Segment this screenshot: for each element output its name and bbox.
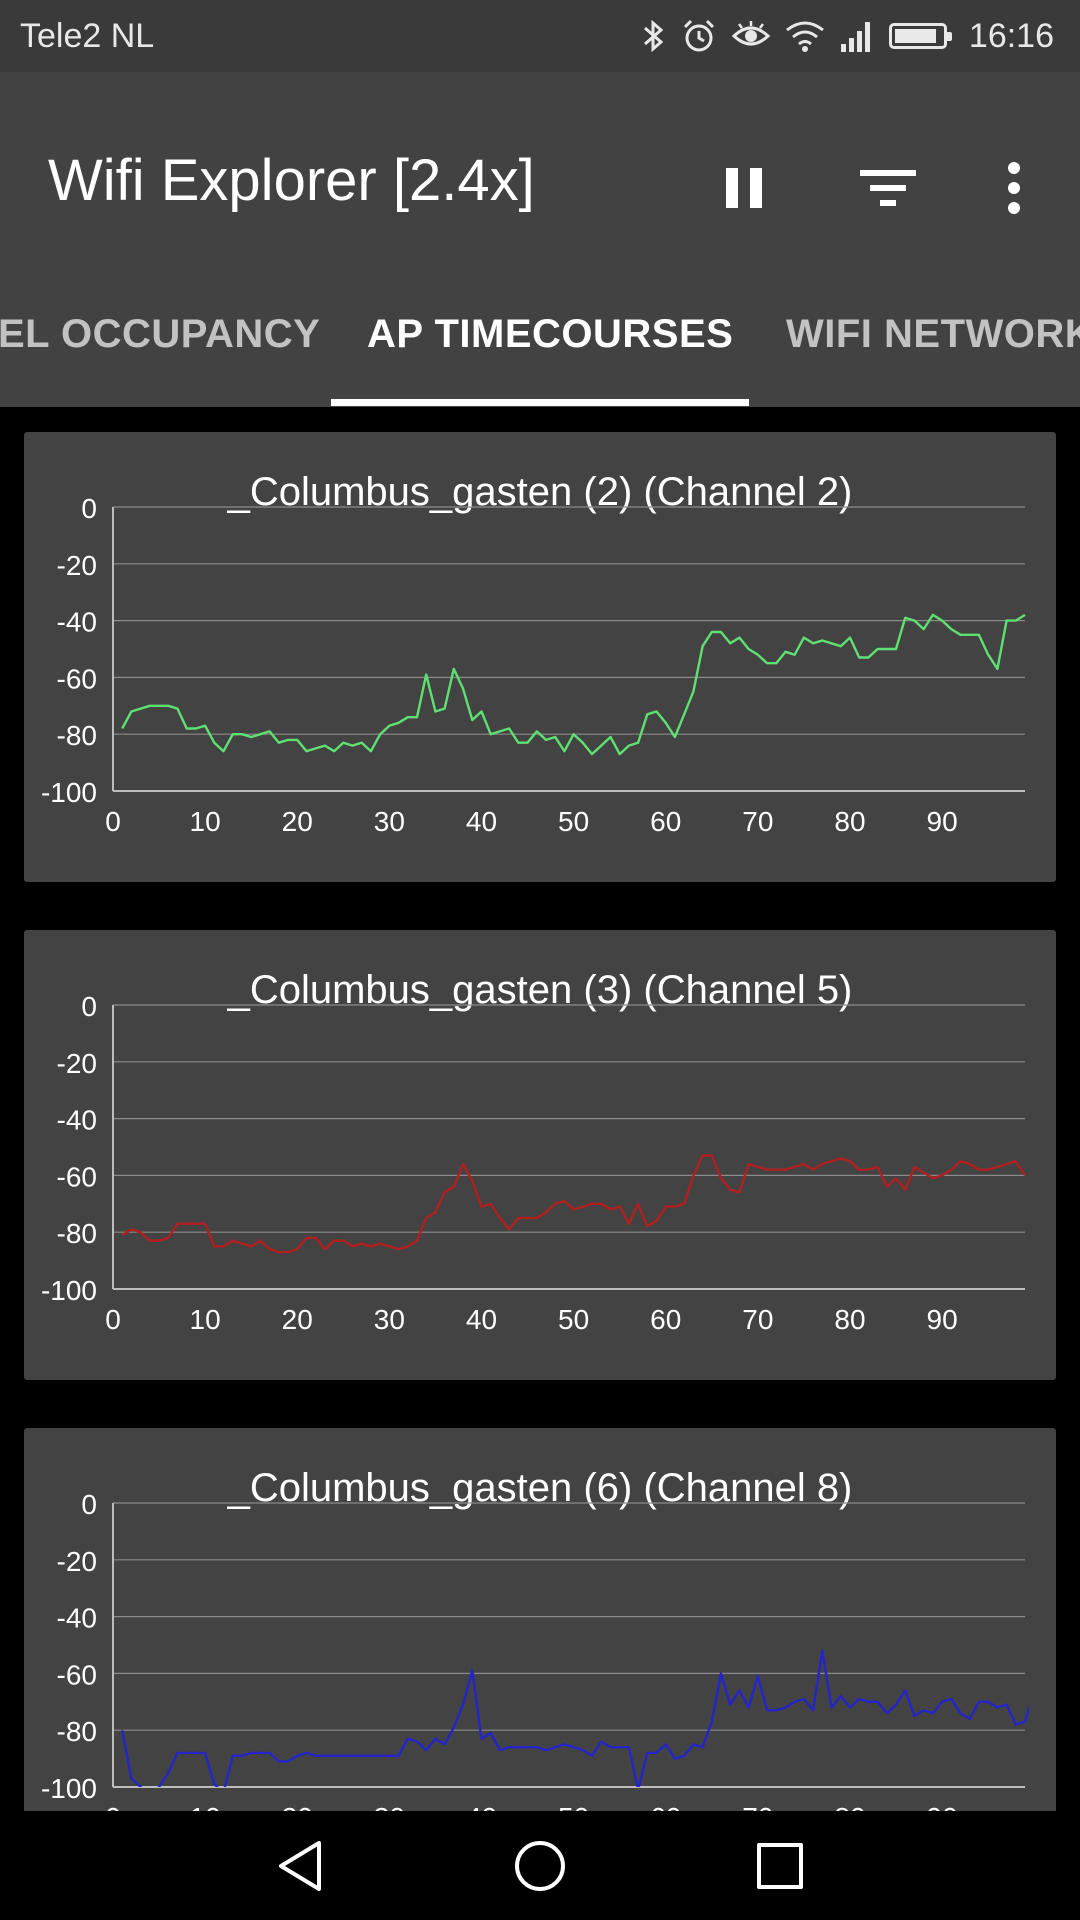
x-tick-label: 10 — [190, 806, 221, 837]
y-tick-label: -20 — [57, 1546, 97, 1577]
active-tab-indicator — [331, 399, 749, 406]
y-tick-label: -60 — [57, 1659, 97, 1690]
recents-icon — [757, 1843, 803, 1889]
back-icon — [279, 1841, 321, 1891]
chart-card: _Columbus_gasten (2) (Channel 2) 0 -20 -40… — [24, 432, 1056, 882]
app-bar: Wifi Explorer [2.4x] — [0, 72, 1080, 290]
x-tick-label: 30 — [374, 1304, 405, 1335]
tab-channel-occupancy[interactable]: EL OCCUPANCY — [0, 312, 321, 356]
series-line — [121, 613, 1026, 756]
tab-ap-timecourses[interactable]: AP TIMECOURSES — [367, 312, 734, 356]
status-icons: 16:16 — [641, 17, 1054, 56]
x-tick-label: 90 — [927, 806, 958, 837]
line-chart: 0 -20 -40 -60 -80 -100 0 10 20 30 40 50 60 70 80 90 — [41, 1489, 1029, 1811]
x-tick-label: 30 — [374, 1802, 405, 1811]
y-tick-label: -40 — [57, 1105, 97, 1136]
x-tick-label: 40 — [466, 1802, 497, 1811]
alarm-icon — [681, 18, 717, 54]
filter-icon — [860, 170, 916, 206]
back-button[interactable] — [260, 1831, 340, 1901]
y-tick-label: -60 — [57, 663, 97, 694]
x-tick-label: 80 — [834, 806, 865, 837]
x-tick-label: 10 — [190, 1802, 221, 1811]
x-tick-label: 0 — [105, 1304, 121, 1335]
chart-list[interactable]: _Columbus_gasten (2) (Channel 2) 0 -20 -40… — [0, 407, 1080, 1811]
chart-card: _Columbus_gasten (6) (Channel 8) 0 -20 -40… — [24, 1428, 1056, 1811]
x-tick-label: 70 — [742, 1802, 773, 1811]
filter-button[interactable] — [852, 152, 924, 224]
line-chart: 0 -20 -40 -60 -80 -100 0 10 20 30 40 50 60 70 80 90 — [41, 991, 1027, 1335]
x-tick-label: 90 — [927, 1304, 958, 1335]
x-tick-label: 80 — [834, 1802, 865, 1811]
y-tick-label: -40 — [57, 607, 97, 638]
y-tick-label: -40 — [57, 1603, 97, 1634]
y-tick-label: -80 — [57, 1716, 97, 1747]
x-tick-label: 30 — [374, 806, 405, 837]
chart-card: _Columbus_gasten (3) (Channel 5) 0 -20 -40… — [24, 930, 1056, 1380]
x-tick-label: 90 — [927, 1802, 958, 1811]
x-tick-label: 50 — [558, 1802, 589, 1811]
clock: 16:16 — [968, 16, 1054, 55]
x-tick-label: 70 — [742, 1304, 773, 1335]
x-tick-label: 60 — [650, 1304, 681, 1335]
status-bar: Tele2 NL 16:16 — [0, 0, 1080, 72]
navigation-bar — [0, 1811, 1080, 1920]
battery-level — [894, 29, 936, 43]
carrier-name: Tele2 NL — [20, 16, 155, 55]
wifi-icon — [785, 18, 825, 54]
series-line — [121, 1649, 1029, 1787]
x-tick-label: 50 — [558, 1304, 589, 1335]
recents-button[interactable] — [740, 1831, 820, 1901]
app-title: Wifi Explorer [2.4x] — [48, 148, 535, 213]
x-tick-label: 20 — [282, 1802, 313, 1811]
home-button[interactable] — [500, 1831, 580, 1901]
y-tick-label: -100 — [41, 1275, 97, 1306]
battery-icon — [888, 23, 952, 49]
y-tick-label: -80 — [57, 720, 97, 751]
y-tick-label: -20 — [57, 1048, 97, 1079]
x-tick-label: 0 — [105, 806, 121, 837]
x-tick-label: 70 — [742, 806, 773, 837]
x-tick-label: 20 — [282, 1304, 313, 1335]
x-tick-label: 0 — [105, 1802, 121, 1811]
x-tick-label: 10 — [190, 1304, 221, 1335]
pause-button[interactable] — [708, 152, 780, 224]
more-options-button[interactable] — [978, 152, 1050, 224]
line-chart: 0 -20 -40 -60 -80 -100 0 10 20 30 40 50 60 70 80 90 — [41, 493, 1026, 837]
eye-icon — [731, 18, 771, 54]
x-tick-label: 40 — [466, 1304, 497, 1335]
y-tick-label: -80 — [57, 1218, 97, 1249]
series-line — [121, 1154, 1027, 1254]
x-tick-label: 20 — [282, 806, 313, 837]
y-tick-label: -100 — [41, 1773, 97, 1804]
x-tick-label: 40 — [466, 806, 497, 837]
x-tick-label: 60 — [650, 806, 681, 837]
x-tick-label: 80 — [834, 1304, 865, 1335]
x-tick-label: 60 — [650, 1802, 681, 1811]
x-tick-label: 50 — [558, 806, 589, 837]
more-icon — [1008, 162, 1020, 214]
tab-wifi-networks[interactable]: WIFI NETWORK — [786, 312, 1080, 356]
y-tick-label: -60 — [57, 1161, 97, 1192]
y-tick-label: 0 — [81, 991, 97, 1022]
y-tick-label: -20 — [57, 550, 97, 581]
y-tick-label: -100 — [41, 777, 97, 808]
y-tick-label: 0 — [81, 493, 97, 524]
pause-icon — [726, 168, 762, 208]
home-icon — [515, 1841, 565, 1891]
y-tick-label: 0 — [81, 1489, 97, 1520]
bluetooth-icon — [641, 18, 667, 54]
signal-icon — [839, 18, 875, 54]
tab-bar: EL OCCUPANCY AP TIMECOURSES WIFI NETWORK — [0, 290, 1080, 407]
